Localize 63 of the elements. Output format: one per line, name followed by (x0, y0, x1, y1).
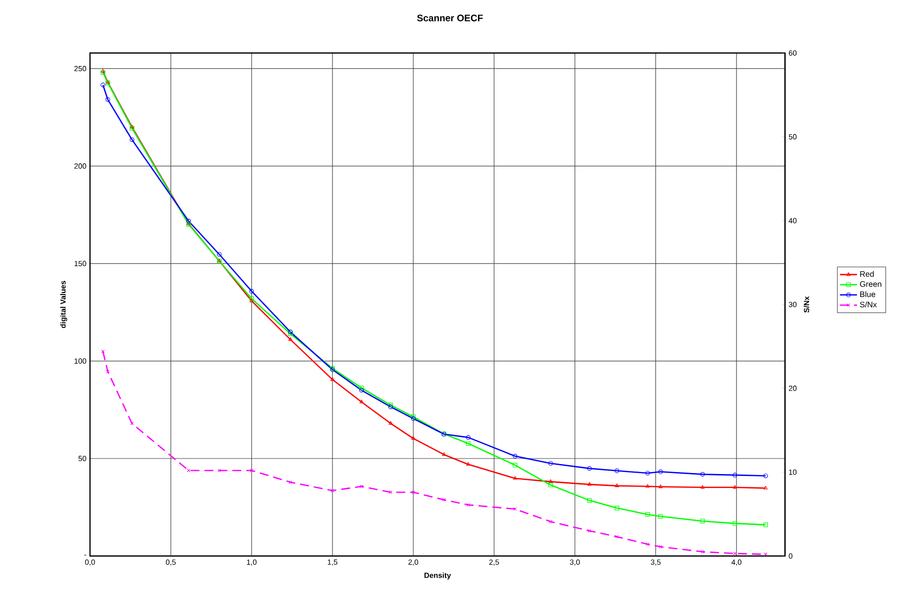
point (512, 454, 518, 458)
point (218, 468, 222, 472)
point (513, 476, 518, 480)
point (658, 484, 663, 488)
point (587, 482, 592, 486)
point (330, 377, 334, 381)
point (359, 386, 364, 390)
point (186, 218, 191, 224)
point (658, 469, 663, 474)
point (548, 461, 553, 466)
point (614, 506, 620, 510)
point (411, 436, 416, 440)
point (646, 542, 650, 546)
point (645, 470, 650, 476)
point (388, 421, 393, 425)
point (130, 137, 134, 142)
point (186, 468, 190, 472)
point (614, 468, 620, 474)
point (763, 522, 768, 528)
point (587, 498, 592, 503)
point (250, 468, 254, 472)
point (130, 124, 134, 128)
point (442, 452, 446, 456)
point (105, 97, 110, 102)
point (288, 480, 292, 484)
point (466, 441, 471, 446)
point (732, 521, 738, 526)
point (249, 288, 254, 294)
point (217, 252, 222, 257)
point (587, 466, 592, 471)
point (442, 498, 446, 502)
point (588, 529, 592, 533)
point (388, 490, 392, 494)
point (700, 518, 705, 524)
point (466, 462, 470, 466)
point (106, 370, 110, 374)
point (288, 337, 292, 341)
point (646, 484, 650, 488)
point (360, 400, 364, 404)
point (615, 534, 619, 538)
point (614, 484, 619, 488)
point (732, 485, 737, 489)
point (513, 507, 517, 511)
point (764, 552, 768, 556)
point (645, 512, 650, 517)
point (512, 462, 518, 468)
point (700, 472, 705, 477)
point (250, 298, 254, 302)
point (466, 435, 471, 440)
chart-title: Scanner OECF (417, 14, 483, 22)
point (548, 479, 553, 483)
point (733, 552, 737, 556)
point (360, 484, 364, 488)
point (548, 482, 553, 488)
point (658, 514, 663, 519)
point (658, 545, 662, 548)
point (466, 503, 470, 507)
point (700, 485, 705, 489)
point (359, 388, 364, 393)
point (249, 296, 254, 301)
point (732, 472, 738, 478)
point (700, 550, 704, 554)
point (130, 126, 134, 131)
